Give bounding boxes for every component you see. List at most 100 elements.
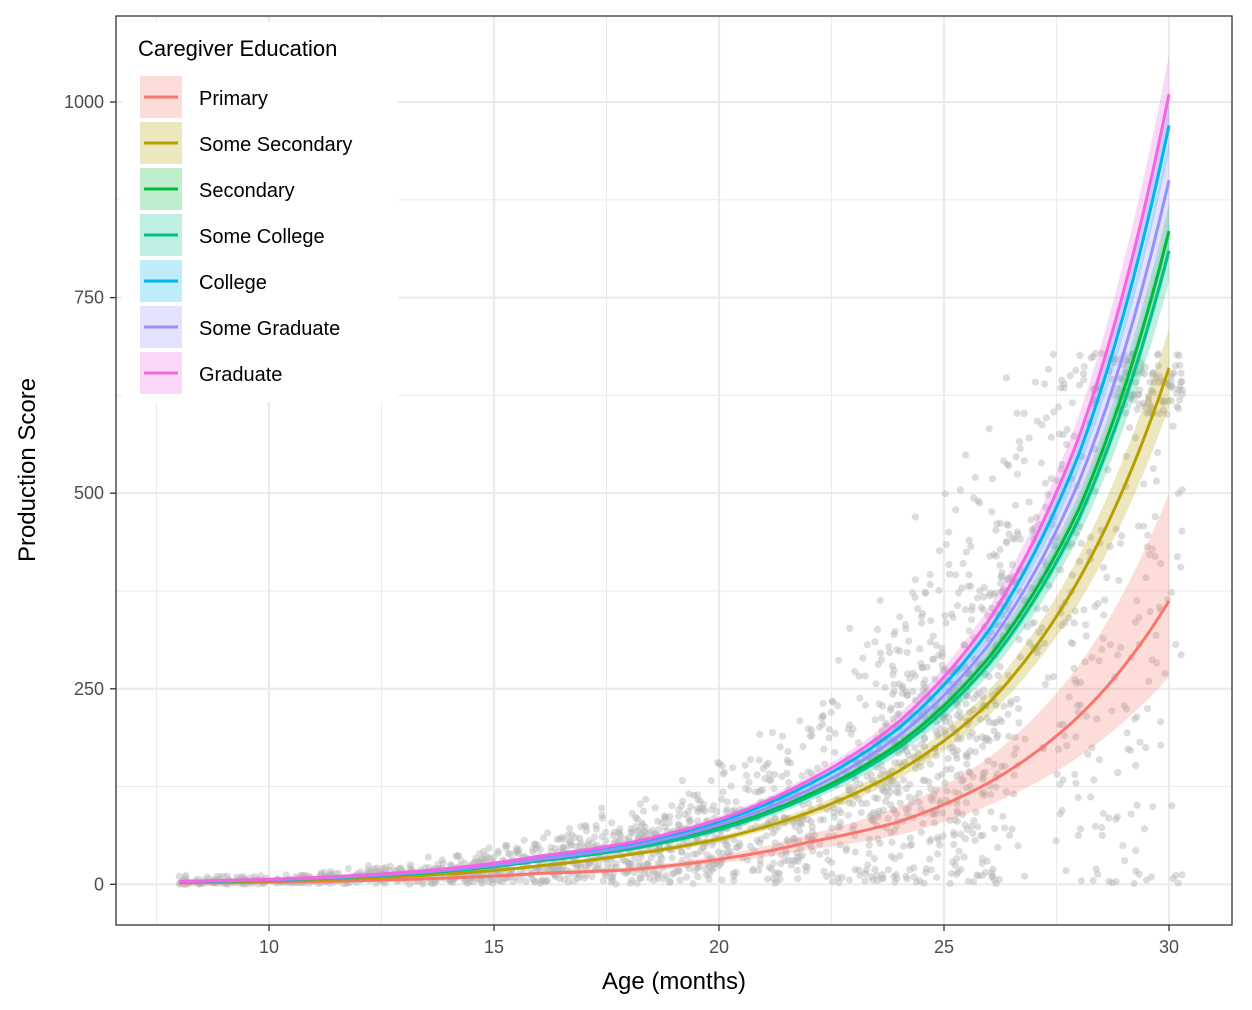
scatter-point [529,848,537,856]
scatter-point [787,861,796,869]
scatter-point [807,769,816,777]
scatter-point [1145,677,1153,686]
scatter-point [970,817,978,825]
scatter-point [939,809,947,817]
scatter-point [472,854,480,863]
scatter-point [1163,410,1171,418]
scatter-point [1042,414,1050,422]
legend-label: Secondary [199,180,295,202]
scatter-point [942,766,950,774]
scatter-point [1172,871,1180,880]
scatter-point [708,841,716,849]
scatter-point [961,606,970,614]
scatter-point [942,619,950,627]
scatter-point [719,770,728,778]
scatter-point [1094,600,1102,608]
scatter-point [1099,634,1107,643]
scatter-point [771,879,779,887]
scatter-point [960,776,968,784]
scatter-point [801,862,810,871]
scatter-point [937,771,946,779]
scatter-point [893,646,901,654]
scatter-point [931,810,940,818]
scatter-point [1161,669,1169,678]
scatter-point [982,868,990,877]
scatter-point [1114,651,1122,659]
scatter-point [864,861,872,869]
scatter-point [807,817,815,826]
scatter-point [1117,643,1125,652]
scatter-point [889,776,897,784]
scatter-point [449,878,457,887]
scatter-point [941,779,949,787]
scatter-point [978,871,986,880]
scatter-point [960,641,968,649]
scatter-point [576,863,584,871]
scatter-point [782,850,790,858]
scatter-point [694,796,702,804]
scatter-point [558,843,566,852]
scatter-point [979,742,987,751]
scatter-point [1084,750,1092,758]
scatter-point [727,847,735,855]
scatter-point [911,593,919,602]
scatter-point [1146,608,1154,616]
scatter-point [887,706,895,714]
scatter-point [759,764,767,773]
legend-label: Some College [199,226,325,248]
scatter-point [975,689,983,697]
scatter-point [753,837,761,845]
scatter-point [942,541,950,549]
scatter-point [1091,602,1099,611]
scatter-point [602,871,610,879]
scatter-point [438,856,446,864]
scatter-point [542,878,550,886]
scatter-point [715,760,724,768]
scatter-point [881,721,890,730]
scatter-point [216,872,224,881]
scatter-point [966,768,974,777]
scatter-point [878,714,886,722]
scatter-point [856,780,864,788]
scatter-point [884,866,893,874]
scatter-point [998,718,1006,726]
scatter-point [878,875,886,883]
scatter-point [648,826,657,834]
scatter-point [1080,606,1088,614]
scatter-point [1077,539,1085,548]
scatter-point [965,768,973,776]
scatter-point [439,859,447,868]
scatter-point [869,817,878,825]
scatter-point [997,572,1006,581]
scatter-point [770,785,778,793]
scatter-point [714,848,723,856]
scatter-point [1020,457,1028,465]
scatter-point [1167,372,1175,380]
scatter-point [628,876,636,884]
scatter-point [992,526,1000,534]
scatter-point [889,671,897,679]
scatter-point [963,692,971,700]
scatter-point [626,862,634,870]
scatter-point [1069,640,1077,648]
scatter-point [1060,380,1068,388]
scatter-point [961,821,969,829]
scatter-point [431,879,439,887]
scatter-point [1080,376,1088,384]
scatter-point [967,616,976,624]
scatter-point [1012,745,1020,753]
scatter-point [952,571,960,579]
scatter-point [1063,742,1071,750]
scatter-point [344,865,352,873]
scatter-point [1142,876,1151,884]
scatter-point [1075,381,1084,389]
scatter-point [1131,618,1139,626]
scatter-point [1155,372,1164,380]
scatter-point [845,787,853,795]
scatter-point [822,848,831,856]
scatter-point [321,868,329,877]
scatter-point [962,784,971,792]
scatter-point [1159,398,1168,407]
scatter-point [1076,701,1084,709]
scatter-point [804,768,812,776]
